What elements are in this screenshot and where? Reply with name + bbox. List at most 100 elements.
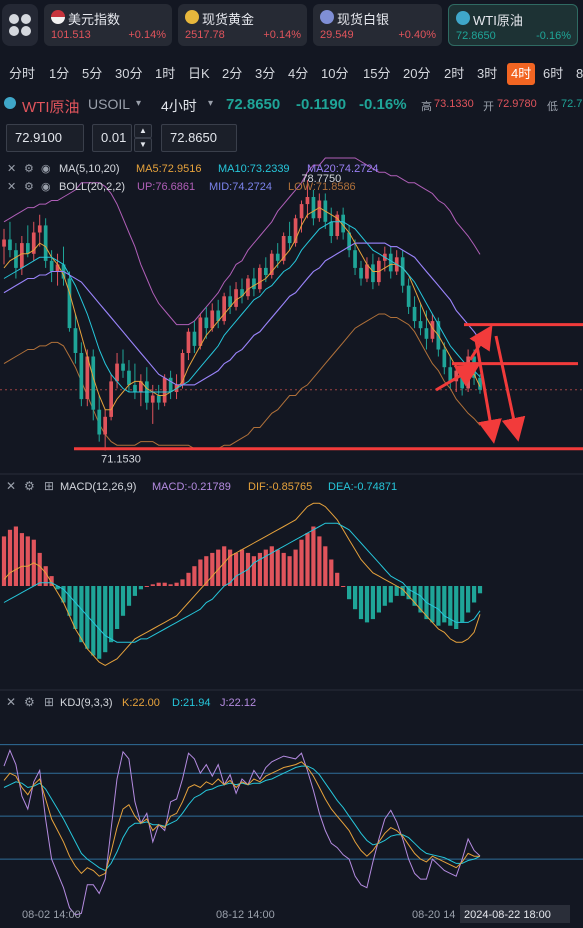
- candle-body: [317, 200, 322, 219]
- candle: [293, 214, 298, 247]
- tf-10m[interactable]: 10分: [321, 66, 349, 81]
- candle: [394, 250, 399, 275]
- ticker-wti[interactable]: WTI原油 72.8650 -0.16%: [448, 4, 578, 46]
- macd-histogram-bar: [323, 546, 328, 586]
- ma-settings-icon[interactable]: ⚙: [24, 163, 34, 175]
- candle: [103, 409, 107, 451]
- candle: [341, 207, 345, 240]
- hide-ma-icon[interactable]: ✕: [7, 163, 16, 175]
- tf-3m[interactable]: 3分: [255, 66, 276, 81]
- candle: [460, 367, 464, 396]
- macd-histogram-bar: [305, 533, 310, 586]
- boll-lower-line: [3, 313, 481, 450]
- symbol-dropdown-icon[interactable]: ▾: [136, 98, 142, 109]
- tf-15m[interactable]: 15分: [363, 66, 391, 81]
- macd-histogram-bar: [138, 586, 143, 590]
- macd-histogram-bar: [317, 536, 322, 586]
- macd-histogram-bar: [234, 552, 239, 586]
- tf-1h[interactable]: 1时: [155, 66, 176, 81]
- candle-body: [121, 363, 125, 371]
- candle-body: [424, 328, 429, 339]
- tf-8h[interactable]: 8: [576, 66, 583, 81]
- macd-add-icon[interactable]: ⊞: [44, 479, 54, 493]
- ticker-gold[interactable]: 现货黄金 2517.78 +0.14%: [178, 4, 307, 46]
- app-menu-button[interactable]: [2, 4, 38, 46]
- lot-step-input[interactable]: 0.01: [92, 124, 132, 152]
- instrument-name[interactable]: WTI原油: [22, 99, 80, 116]
- macd-histogram-bar: [287, 556, 292, 586]
- candle: [162, 374, 167, 407]
- macd-histogram-bar: [198, 559, 203, 586]
- macd-histogram-bar: [412, 586, 417, 606]
- macd-histogram-bar: [228, 549, 233, 586]
- hide-macd-icon[interactable]: ✕: [6, 479, 16, 493]
- low-label: 低: [547, 101, 558, 113]
- candle-body: [91, 356, 96, 410]
- hide-kdj-icon[interactable]: ✕: [6, 695, 16, 709]
- candle: [186, 328, 191, 361]
- macd-histogram-bar: [364, 586, 370, 623]
- macd-histogram-bar: [376, 586, 381, 613]
- candle-body: [269, 253, 274, 275]
- tf-20m[interactable]: 20分: [403, 66, 431, 81]
- candle-body: [281, 236, 286, 261]
- boll-upper-line: [3, 157, 481, 326]
- last-price: 72.8650: [226, 96, 281, 113]
- step-down-icon[interactable]: ▼: [134, 138, 152, 152]
- macd-histogram-bar: [382, 586, 387, 606]
- candle-body: [222, 296, 226, 322]
- candle-body: [79, 353, 84, 400]
- high-label: 高: [421, 101, 432, 113]
- hide-boll-icon[interactable]: ✕: [7, 181, 16, 193]
- macd-histogram-bar: [281, 552, 286, 586]
- bid-price-box[interactable]: 72.9100: [6, 124, 84, 152]
- tf-5m[interactable]: 5分: [82, 66, 103, 81]
- macd-histogram-bar: [120, 586, 126, 616]
- ticker-dxy[interactable]: 美元指数 101.513 +0.14%: [44, 4, 172, 46]
- macd-settings-icon[interactable]: ⚙: [24, 479, 35, 493]
- tf-4h[interactable]: 4时: [507, 63, 536, 85]
- candle-body: [258, 267, 262, 290]
- kdj-d-value: D:21.94: [172, 697, 211, 709]
- candle-body: [448, 367, 453, 382]
- tf-tick[interactable]: 分时: [9, 66, 36, 81]
- boll-mid-value: MID:74.2724: [209, 181, 272, 193]
- tf-3h[interactable]: 3时: [477, 66, 498, 81]
- macd-histogram-bar: [19, 533, 24, 586]
- tf-4m[interactable]: 4分: [288, 66, 309, 81]
- period-dropdown-icon[interactable]: ▾: [208, 98, 214, 109]
- candle-body: [246, 278, 250, 297]
- ma5-value: MA5:72.9516: [136, 163, 201, 175]
- ask-price-box[interactable]: 72.8650: [161, 124, 237, 152]
- tf-1m[interactable]: 1分: [49, 66, 70, 81]
- ma-eye-icon[interactable]: ◉: [41, 163, 51, 175]
- candle: [204, 306, 209, 339]
- app-grid-icon: [9, 14, 31, 36]
- kdj-settings-icon[interactable]: ⚙: [24, 695, 35, 709]
- tf-6h[interactable]: 6时: [543, 66, 564, 81]
- candle-body: [299, 204, 304, 219]
- price-change: -0.1190: [296, 96, 347, 113]
- candle-body: [353, 250, 357, 268]
- boll-eye-icon[interactable]: ◉: [41, 181, 51, 193]
- low-value: 72.7: [561, 98, 583, 110]
- instrument-symbol[interactable]: USOIL: [88, 96, 131, 112]
- ticker-silver[interactable]: 现货白银 29.549 +0.40%: [313, 4, 442, 46]
- candle-body: [406, 285, 411, 307]
- boll-settings-icon[interactable]: ⚙: [24, 181, 34, 193]
- candle-body: [43, 225, 48, 261]
- kdj-add-icon[interactable]: ⊞: [44, 695, 54, 709]
- candle-body: [8, 239, 12, 251]
- ticker-name: WTI原油: [473, 13, 523, 28]
- candle: [240, 278, 244, 304]
- tf-2m[interactable]: 2分: [222, 66, 243, 81]
- macd-histogram-bar: [210, 552, 215, 586]
- period-selector[interactable]: 4小时: [161, 98, 197, 114]
- tf-2h[interactable]: 2时: [444, 66, 465, 81]
- macd-histogram-bar: [341, 586, 346, 587]
- tf-30m[interactable]: 30分: [115, 66, 143, 81]
- ticker-name: 美元指数: [68, 12, 121, 27]
- step-up-icon[interactable]: ▲: [134, 124, 152, 138]
- tf-daily[interactable]: 日K: [188, 66, 210, 81]
